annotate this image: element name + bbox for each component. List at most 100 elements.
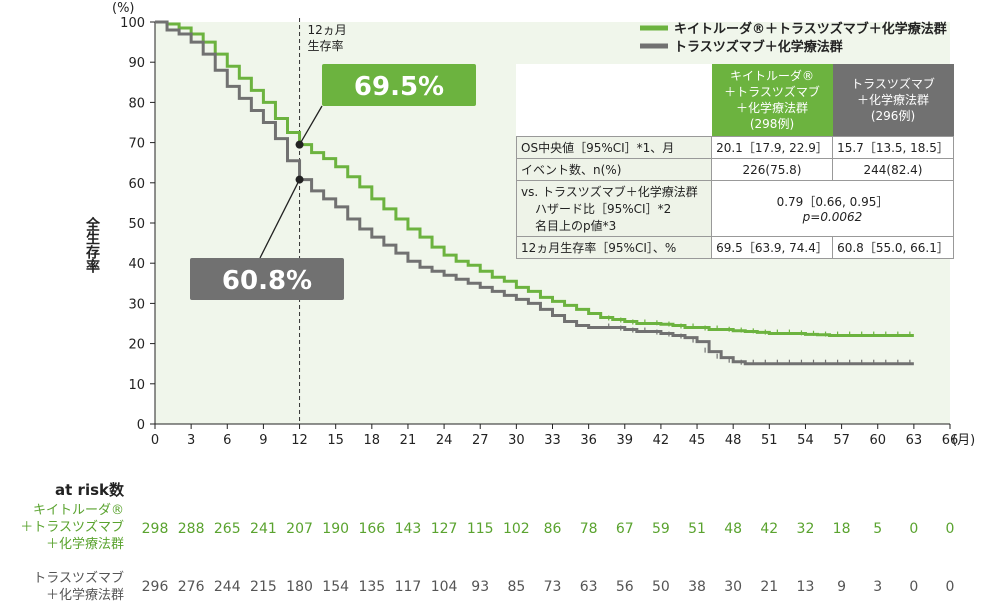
x-tick-label: 51 xyxy=(761,433,778,448)
at-risk-count: 73 xyxy=(543,579,562,595)
at-risk-count: 63 xyxy=(579,579,598,595)
risk-label-line: ＋化学療法群 xyxy=(45,537,124,552)
at-risk-count: 42 xyxy=(760,521,779,537)
at-risk-count: 93 xyxy=(471,579,490,595)
at-risk-count: 67 xyxy=(615,521,634,537)
at-risk-count: 127 xyxy=(430,521,458,537)
at-risk-count: 32 xyxy=(796,521,815,537)
at-risk-count: 190 xyxy=(322,521,350,537)
at-risk-count: 5 xyxy=(873,521,883,537)
x-tick-label: 39 xyxy=(616,433,633,448)
callout-value: 60.8% xyxy=(222,266,312,296)
point-marker xyxy=(295,140,304,149)
at-risk-count: 59 xyxy=(651,521,670,537)
x-tick-label: 42 xyxy=(653,433,670,448)
at-risk-count: 18 xyxy=(832,521,851,537)
hazard-ratio-value: 0.79［0.66, 0.95］ p=0.0062 xyxy=(711,180,954,237)
legend-label: キイトルーダ®＋トラスツズマブ＋化学療法群 xyxy=(674,21,947,37)
at-risk-label-control: トラスツズマブ ＋化学療法群 xyxy=(0,570,124,604)
x-tick-label: 21 xyxy=(400,433,417,448)
at-risk-count: 56 xyxy=(615,579,634,595)
row-label-events: イベント数、n(%) xyxy=(516,158,712,181)
y-tick-label: 10 xyxy=(128,378,145,393)
x-tick-label: 3 xyxy=(187,433,195,448)
stats-table: キイトルーダ® ＋トラスツズマブ ＋化学療法群 (298例) トラスツズマブ ＋… xyxy=(516,64,954,259)
x-tick-label: 33 xyxy=(544,433,561,448)
table-row: OS中央値［95%CI］*1、月 20.1［17.9, 22.9］ 15.7［1… xyxy=(516,136,954,159)
at-risk-count: 276 xyxy=(177,579,205,595)
at-risk-count: 117 xyxy=(394,579,422,595)
y-tick-label: 70 xyxy=(128,137,145,152)
at-risk-count: 241 xyxy=(250,521,277,537)
x-tick-label: 54 xyxy=(797,433,814,448)
at-risk-count: 143 xyxy=(394,521,422,537)
at-risk-count: 104 xyxy=(430,579,458,595)
at-risk-label-pembro: キイトルーダ® ＋トラスツズマブ ＋化学療法群 xyxy=(0,502,124,553)
y-tick-label: 60 xyxy=(128,177,145,192)
header-gray-line: トラスツズマブ xyxy=(851,77,935,91)
x-tick-label: 60 xyxy=(869,433,886,448)
header-gray-line: (296例) xyxy=(870,109,916,123)
at-risk-count: 51 xyxy=(688,521,706,537)
y-tick-label: 80 xyxy=(128,96,145,111)
x-tick-label: 63 xyxy=(906,433,923,448)
risk-label-line: トラスツズマブ xyxy=(33,571,124,586)
at-risk-count: 78 xyxy=(579,521,598,537)
x-tick-label: 27 xyxy=(472,433,489,448)
risk-label-line: ＋化学療法群 xyxy=(45,588,124,603)
at-risk-count: 215 xyxy=(250,579,277,595)
x-tick-label: 57 xyxy=(833,433,850,448)
x-tick-label: 24 xyxy=(436,433,453,448)
header-gray-line: ＋化学療法群 xyxy=(856,93,929,107)
at-risk-count: 288 xyxy=(177,521,205,537)
at-risk-count: 21 xyxy=(760,579,779,595)
x-unit-label: (月) xyxy=(952,433,975,448)
row-label-os12: 12ヵ月生存率［95%CI］、% xyxy=(516,236,712,259)
header-green-line: キイトルーダ® xyxy=(729,69,814,83)
x-tick-label: 45 xyxy=(689,433,706,448)
row-label-hazard-ratio: vs. トラスツズマブ＋化学療法群 ハザード比［95%CI］*2 名目上のp値*… xyxy=(516,180,712,237)
at-risk-count: 0 xyxy=(945,579,955,595)
at-risk-count: 3 xyxy=(873,579,883,595)
x-tick-label: 12 xyxy=(291,433,308,448)
y-tick-label: 100 xyxy=(120,16,145,31)
events-pembro: 226(75.8) xyxy=(711,158,833,181)
at-risk-count: 154 xyxy=(322,579,350,595)
callout-box xyxy=(322,64,476,106)
y-tick-label: 30 xyxy=(128,297,145,312)
at-risk-count: 30 xyxy=(724,579,743,595)
stats-header-blank xyxy=(517,64,712,137)
hr-value: 0.79［0.66, 0.95］ xyxy=(776,195,889,209)
x-tick-label: 48 xyxy=(725,433,742,448)
y-tick-label: 0 xyxy=(137,418,145,433)
x-tick-label: 30 xyxy=(508,433,525,448)
x-tick-label: 18 xyxy=(364,433,381,448)
hr-label-line: ハザード比［95%CI］*2 xyxy=(535,202,672,216)
at-risk-count: 135 xyxy=(358,579,386,595)
os12-pembro: 69.5［63.9, 74.4］ xyxy=(711,236,833,259)
row-label-os-median: OS中央値［95%CI］*1、月 xyxy=(516,136,712,159)
legend-label: トラスツズマブ＋化学療法群 xyxy=(674,39,843,55)
at-risk-count: 0 xyxy=(909,579,919,595)
y-tick-label: 50 xyxy=(128,217,145,232)
marker-label: 12ヵ月 xyxy=(308,23,347,37)
os-median-control: 15.7［13.5, 18.5］ xyxy=(832,136,954,159)
at-risk-count: 296 xyxy=(141,579,169,595)
point-marker xyxy=(295,175,304,184)
x-tick-label: 15 xyxy=(327,433,344,448)
at-risk-count: 244 xyxy=(213,579,241,595)
at-risk-count: 50 xyxy=(651,579,670,595)
at-risk-count: 0 xyxy=(909,521,919,537)
at-risk-count: 115 xyxy=(466,521,494,537)
at-risk-count: 265 xyxy=(213,521,241,537)
stats-header-control: トラスツズマブ ＋化学療法群 (296例) xyxy=(832,64,954,137)
marker-label: 生存率 xyxy=(308,38,344,53)
x-tick-label: 36 xyxy=(580,433,597,448)
callout-value: 69.5% xyxy=(354,72,444,102)
series-line xyxy=(155,20,914,366)
stats-header-pembro: キイトルーダ® ＋トラスツズマブ ＋化学療法群 (298例) xyxy=(711,64,833,137)
at-risk-count: 298 xyxy=(141,521,169,537)
at-risk-count: 9 xyxy=(837,579,847,595)
at-risk-count: 166 xyxy=(358,521,386,537)
y-tick-label: 90 xyxy=(128,56,145,71)
